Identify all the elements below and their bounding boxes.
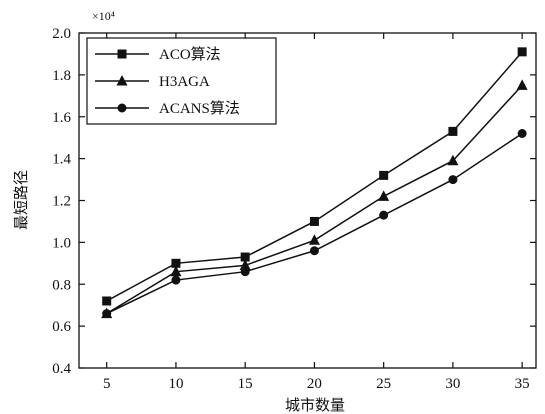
legend-entry: ACANS算法	[159, 99, 240, 117]
series-layer	[101, 47, 528, 319]
data-point-triangle	[378, 190, 390, 201]
x-tick-label: 25	[376, 376, 391, 392]
data-point-square	[102, 296, 112, 306]
data-point-circle	[379, 210, 389, 220]
data-point-circle	[171, 275, 181, 285]
y-tick-label: 1.8	[52, 68, 71, 84]
data-point-triangle	[516, 79, 528, 90]
series-3	[102, 129, 527, 319]
y-tick-label: 0.4	[52, 361, 71, 377]
y-tick-label: 1.0	[52, 235, 71, 251]
y-axis-label: 最短路径	[12, 170, 30, 230]
series-1	[102, 47, 527, 306]
data-point-square	[171, 258, 181, 268]
y-tick-label: 2.0	[52, 26, 71, 42]
data-point-triangle	[239, 259, 251, 270]
x-tick-label: 5	[103, 376, 111, 392]
legend: ACO算法 H3AGA ACANS算法	[86, 37, 277, 125]
y-axis-exponent: ×10⁴	[92, 9, 115, 23]
data-point-circle	[117, 103, 127, 113]
data-point-triangle	[170, 265, 182, 277]
data-point-square	[309, 216, 319, 226]
y-tick-label: 1.6	[52, 110, 71, 126]
x-tick-label: 10	[168, 376, 183, 392]
data-point-circle	[517, 129, 527, 138]
x-tick-label: 20	[307, 376, 322, 392]
legend-entry: H3AGA	[159, 74, 210, 90]
legend-entry: ACO算法	[159, 45, 221, 63]
x-axis-label: 城市数量	[285, 396, 345, 414]
data-point-circle	[309, 246, 319, 256]
data-point-square	[117, 49, 127, 59]
data-point-square	[448, 126, 458, 136]
data-point-square	[379, 170, 389, 180]
y-tick-label: 0.8	[52, 277, 71, 293]
x-tick-label: 15	[238, 376, 253, 392]
y-tick-label: 1.4	[52, 152, 71, 168]
data-point-triangle	[308, 234, 320, 245]
y-tick-label: 1.2	[52, 194, 71, 210]
data-point-square	[240, 252, 250, 262]
data-point-square	[517, 47, 527, 57]
data-point-circle	[448, 175, 458, 185]
data-point-triangle	[447, 154, 459, 166]
data-point-triangle	[116, 75, 128, 86]
data-point-circle	[102, 309, 112, 319]
axis-ticks: 5 10 15 20 25 30 35 0.4 0.6 0.8 1.0 1.2 1.4 1.6 1.8 2.0	[52, 26, 536, 392]
x-tick-label: 35	[515, 376, 530, 392]
y-tick-label: 0.6	[52, 319, 71, 335]
data-point-circle	[240, 267, 250, 277]
x-tick-label: 30	[445, 376, 460, 392]
